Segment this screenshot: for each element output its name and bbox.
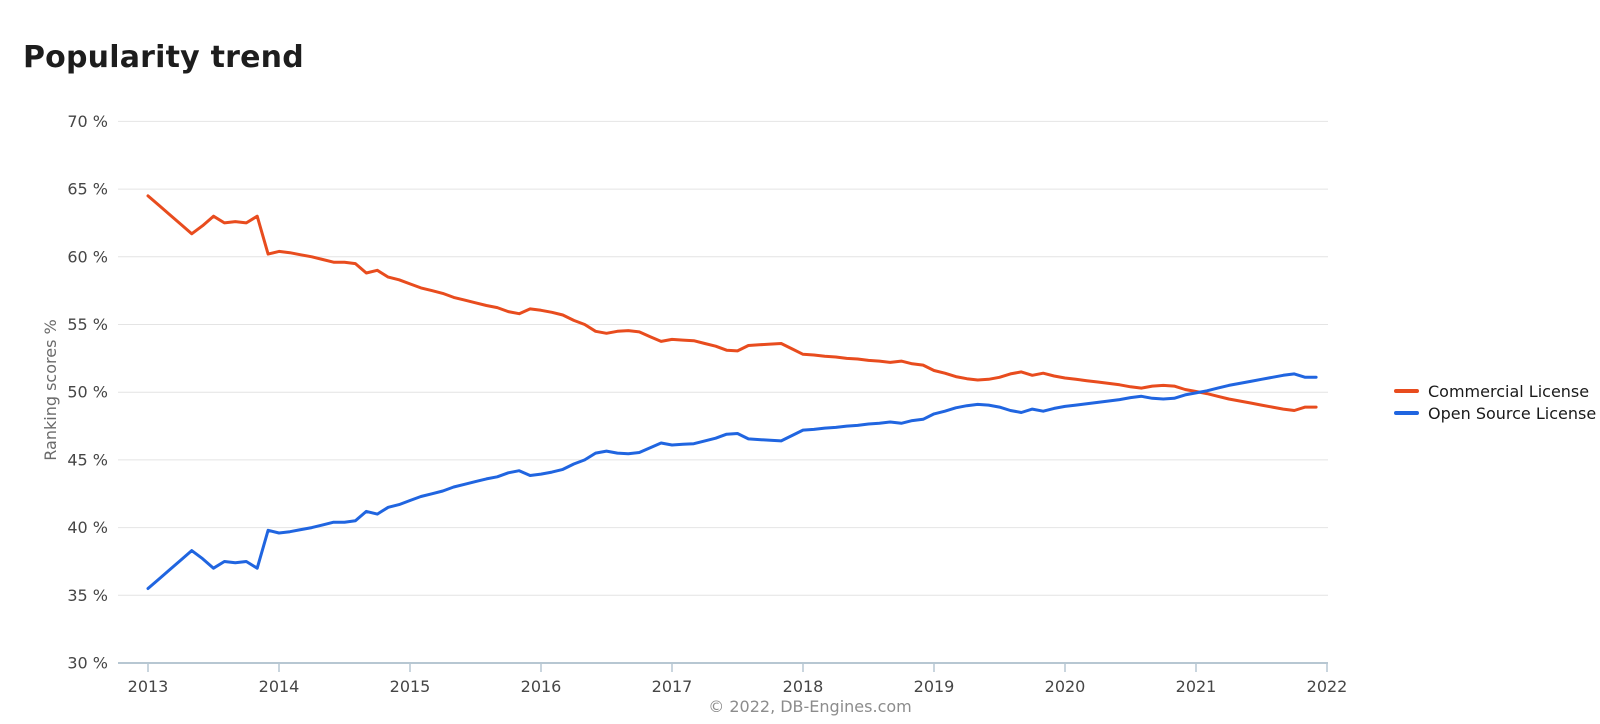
copyright-footer: © 2022, DB-Engines.com <box>708 697 912 716</box>
gridlines <box>118 120 1328 596</box>
y-axis-title: Ranking scores % <box>41 319 60 460</box>
x-tick-label: 2019 <box>914 677 955 696</box>
legend-dash-icon <box>1394 389 1419 393</box>
x-tick-label: 2020 <box>1045 677 1086 696</box>
series-lines <box>146 194 1318 590</box>
legend-item-open-source-license[interactable]: Open Source License <box>1394 403 1596 423</box>
x-tick-label: 2016 <box>521 677 562 696</box>
x-tick-label: 2018 <box>783 677 824 696</box>
y-tick-label: 45 % <box>67 450 108 469</box>
x-tick-label: 2015 <box>390 677 431 696</box>
x-tick-label: 2013 <box>128 677 169 696</box>
y-tick-label: 55 % <box>67 315 108 334</box>
legend-dash-icon <box>1394 411 1419 415</box>
y-tick-label: 35 % <box>67 586 108 605</box>
series-line-commercial-license <box>146 194 1318 412</box>
x-tick-label: 2021 <box>1176 677 1217 696</box>
x-tick-label: 2022 <box>1307 677 1348 696</box>
y-tick-label: 40 % <box>67 518 108 537</box>
legend: Commercial License Open Source License <box>1394 381 1596 423</box>
y-tick-label: 50 % <box>67 383 108 402</box>
page-title: Popularity trend <box>23 40 304 75</box>
series-line-open-source-license <box>146 372 1318 590</box>
y-tick-label: 60 % <box>67 247 108 266</box>
x-tick-label: 2014 <box>259 677 300 696</box>
x-axis <box>118 662 1328 672</box>
legend-item-commercial-license[interactable]: Commercial License <box>1394 381 1596 401</box>
y-tick-label: 65 % <box>67 180 108 199</box>
x-tick-label: 2017 <box>652 677 693 696</box>
axis-labels: 30 % 35 % 40 % 45 % 50 % 55 % 60 % 65 % 70 % 2013… <box>67 112 1347 696</box>
legend-label: Open Source License <box>1428 403 1597 423</box>
legend-label: Commercial License <box>1428 381 1590 401</box>
y-tick-label: 70 % <box>67 112 108 131</box>
y-tick-label: 30 % <box>67 654 108 673</box>
